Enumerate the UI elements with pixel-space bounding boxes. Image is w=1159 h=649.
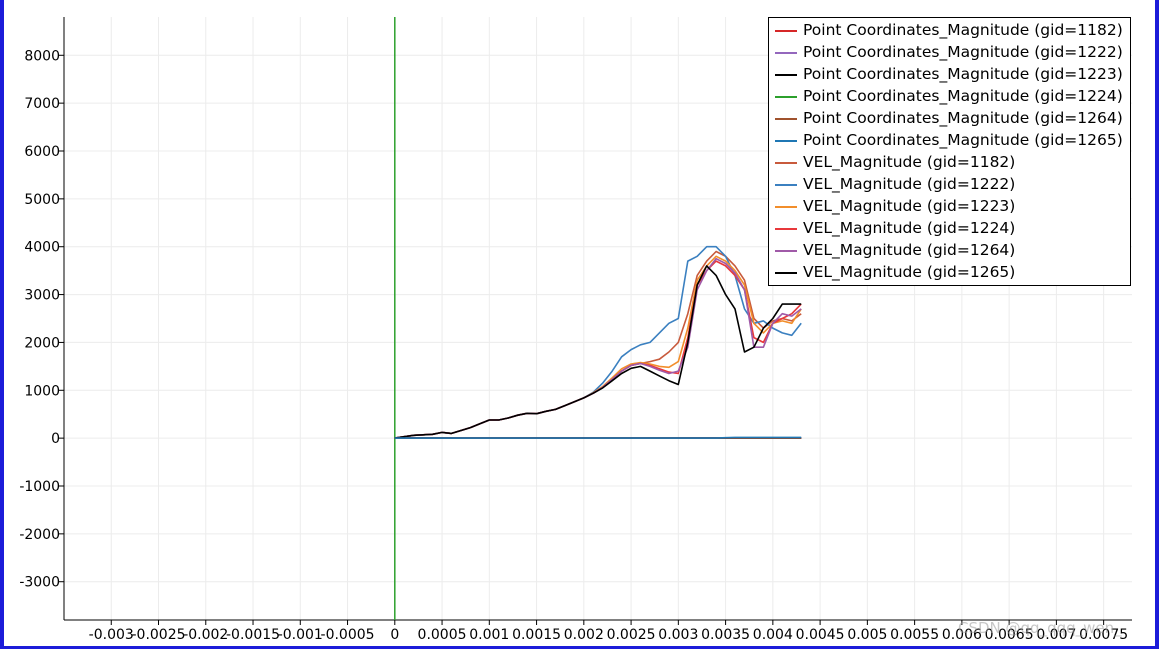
x-tick-label: 0.006 [942, 627, 982, 643]
y-axis-ticks: 8000 7000 6000 5000 4000 3000 2000 1000 0 -1000 -2… [19, 48, 64, 591]
legend-label: Point Coordinates_Magnitude (gid=1264) [803, 109, 1123, 127]
x-tick-label: 0.0045 [796, 627, 845, 643]
x-tick-label: 0 [390, 627, 399, 643]
x-tick-label: 0.003 [658, 627, 698, 643]
legend-swatch [775, 184, 797, 186]
legend-swatch [775, 52, 797, 54]
x-tick-label: 0.002 [564, 627, 604, 643]
legend-item: VEL_Magnitude (gid=1264) [773, 240, 1129, 262]
y-tick-label: 3000 [24, 288, 60, 304]
x-axis-ticks: -0.003-0.0025-0.002-0.0015-0.001-0.0005 0… [89, 620, 1128, 643]
legend-label: Point Coordinates_Magnitude (gid=1182) [803, 21, 1123, 39]
legend-label: VEL_Magnitude (gid=1264) [803, 241, 1016, 259]
x-tick-label: 0.007 [1036, 627, 1076, 643]
series-layer [394, 17, 802, 620]
legend-swatch [775, 162, 797, 164]
y-tick-label: 4000 [24, 240, 60, 256]
y-tick-label: 6000 [24, 144, 60, 160]
legend-label: VEL_Magnitude (gid=1182) [803, 153, 1016, 171]
legend-swatch [775, 118, 797, 120]
legend-swatch [775, 30, 797, 32]
legend-item: VEL_Magnitude (gid=1265) [773, 262, 1129, 284]
y-tick-label: -3000 [19, 575, 60, 591]
legend-item: VEL_Magnitude (gid=1182) [773, 152, 1129, 174]
x-tick-label: 0.0065 [985, 627, 1034, 643]
legend-item: VEL_Magnitude (gid=1223) [773, 196, 1129, 218]
legend-label: Point Coordinates_Magnitude (gid=1222) [803, 43, 1123, 61]
x-tick-label: 0.0035 [701, 627, 750, 643]
x-tick-label: -0.001 [278, 627, 323, 643]
legend-item: Point Coordinates_Magnitude (gid=1265) [773, 130, 1129, 152]
series-line-11 [394, 265, 802, 439]
legend-item: Point Coordinates_Magnitude (gid=1264) [773, 108, 1129, 130]
legend-label: VEL_Magnitude (gid=1224) [803, 219, 1016, 237]
legend-swatch [775, 272, 797, 274]
watermark: CSDN @qq_qqq_wen_ [958, 619, 1122, 637]
x-tick-label: -0.0005 [321, 627, 375, 643]
x-tick-label: 0.0055 [890, 627, 939, 643]
legend-label: Point Coordinates_Magnitude (gid=1265) [803, 131, 1123, 149]
x-tick-label: 0.0005 [418, 627, 467, 643]
legend-label: VEL_Magnitude (gid=1223) [803, 197, 1016, 215]
axes [63, 17, 1132, 621]
legend-item: Point Coordinates_Magnitude (gid=1182) [773, 20, 1129, 42]
legend-swatch [775, 96, 797, 98]
x-tick-label: 0.004 [753, 627, 793, 643]
legend-label: Point Coordinates_Magnitude (gid=1223) [803, 65, 1123, 83]
legend-swatch [775, 228, 797, 230]
y-tick-label: 1000 [24, 383, 60, 399]
y-tick-label: -2000 [19, 527, 60, 543]
x-tick-label: 0.005 [847, 627, 887, 643]
legend: Point Coordinates_Magnitude (gid=1182) Po… [768, 17, 1131, 286]
x-tick-label: -0.0025 [131, 627, 185, 643]
x-tick-label: -0.002 [183, 627, 228, 643]
series-line-5 [394, 436, 802, 439]
legend-item: VEL_Magnitude (gid=1222) [773, 174, 1129, 196]
legend-item: Point Coordinates_Magnitude (gid=1223) [773, 64, 1129, 86]
legend-swatch [775, 250, 797, 252]
y-tick-label: 0 [51, 431, 60, 447]
legend-label: VEL_Magnitude (gid=1222) [803, 175, 1016, 193]
legend-swatch [775, 74, 797, 76]
x-tick-label: -0.0015 [226, 627, 280, 643]
x-tick-label: 0.0025 [607, 627, 656, 643]
legend-label: VEL_Magnitude (gid=1265) [803, 263, 1016, 281]
legend-item: Point Coordinates_Magnitude (gid=1224) [773, 86, 1129, 108]
x-tick-label: 0.0075 [1079, 627, 1128, 643]
y-tick-label: 8000 [24, 48, 60, 64]
x-tick-label: -0.003 [89, 627, 134, 643]
legend-item: VEL_Magnitude (gid=1224) [773, 218, 1129, 240]
y-tick-label: 5000 [24, 192, 60, 208]
legend-label: Point Coordinates_Magnitude (gid=1224) [803, 87, 1123, 105]
y-tick-label: 7000 [24, 96, 60, 112]
legend-item: Point Coordinates_Magnitude (gid=1222) [773, 42, 1129, 64]
legend-swatch [775, 140, 797, 142]
y-tick-label: -1000 [19, 479, 60, 495]
x-tick-label: 0.0015 [512, 627, 561, 643]
legend-swatch [775, 206, 797, 208]
x-tick-label: 0.001 [469, 627, 509, 643]
y-tick-label: 2000 [24, 335, 60, 351]
